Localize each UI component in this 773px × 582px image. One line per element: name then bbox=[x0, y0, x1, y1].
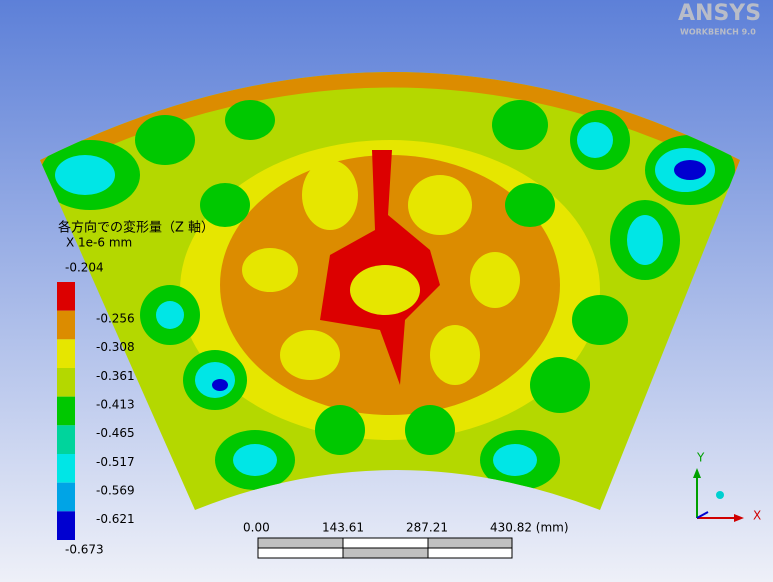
legend-swatch bbox=[57, 310, 75, 340]
scale-label: 430.82 (mm) bbox=[490, 521, 569, 535]
scale-bar bbox=[257, 537, 513, 559]
legend-swatch bbox=[57, 368, 75, 397]
contour-band bbox=[350, 265, 420, 315]
legend-label: -0.465 bbox=[96, 426, 135, 440]
x-arrowhead bbox=[734, 514, 744, 522]
scale-label: 143.61 bbox=[322, 521, 364, 535]
y-axis-label: Y bbox=[696, 451, 705, 465]
legend-swatch bbox=[57, 339, 75, 368]
legend-swatch bbox=[57, 454, 75, 483]
legend: -0.204 -0.256 -0.308 -0.361 -0.413 -0.465 -0.5… bbox=[57, 261, 135, 557]
legend-label: -0.204 bbox=[65, 261, 104, 275]
x-axis-label: X bbox=[753, 509, 761, 523]
legend-swatch bbox=[57, 282, 75, 311]
logo: ANSYS bbox=[678, 1, 761, 26]
scale-label: 287.21 bbox=[406, 521, 448, 535]
legend-label: -0.256 bbox=[96, 312, 135, 326]
legend-label: -0.308 bbox=[96, 340, 135, 354]
legend-label: -0.361 bbox=[96, 369, 135, 383]
y-arrowhead bbox=[693, 468, 701, 478]
scale-bar-segment bbox=[427, 537, 513, 549]
axis-triad bbox=[693, 468, 744, 522]
legend-label: -0.517 bbox=[96, 455, 135, 469]
legend-swatch bbox=[57, 482, 75, 512]
legend-label: -0.569 bbox=[96, 484, 135, 498]
legend-label: -0.621 bbox=[96, 512, 135, 526]
contour-band bbox=[40, 72, 740, 175]
triad-ball bbox=[716, 491, 724, 499]
contour-islands bbox=[212, 160, 706, 391]
legend-swatch bbox=[57, 425, 75, 454]
legend-title: 各方向での変形量（Z 軸） bbox=[58, 220, 214, 236]
legend-label: -0.673 bbox=[65, 543, 104, 557]
z-axis-arrow bbox=[696, 511, 709, 519]
legend-label: -0.413 bbox=[96, 398, 135, 412]
legend-swatch bbox=[57, 396, 75, 426]
logo-product: WORKBENCH 9.0 bbox=[680, 28, 756, 37]
scale-label: 0.00 bbox=[243, 521, 270, 535]
scale-bar-segment bbox=[257, 537, 344, 549]
legend-unit: X 1e-6 mm bbox=[66, 236, 132, 250]
legend-swatch bbox=[57, 511, 75, 540]
contour-islands bbox=[242, 160, 520, 385]
scale-bar-segment bbox=[342, 547, 429, 559]
